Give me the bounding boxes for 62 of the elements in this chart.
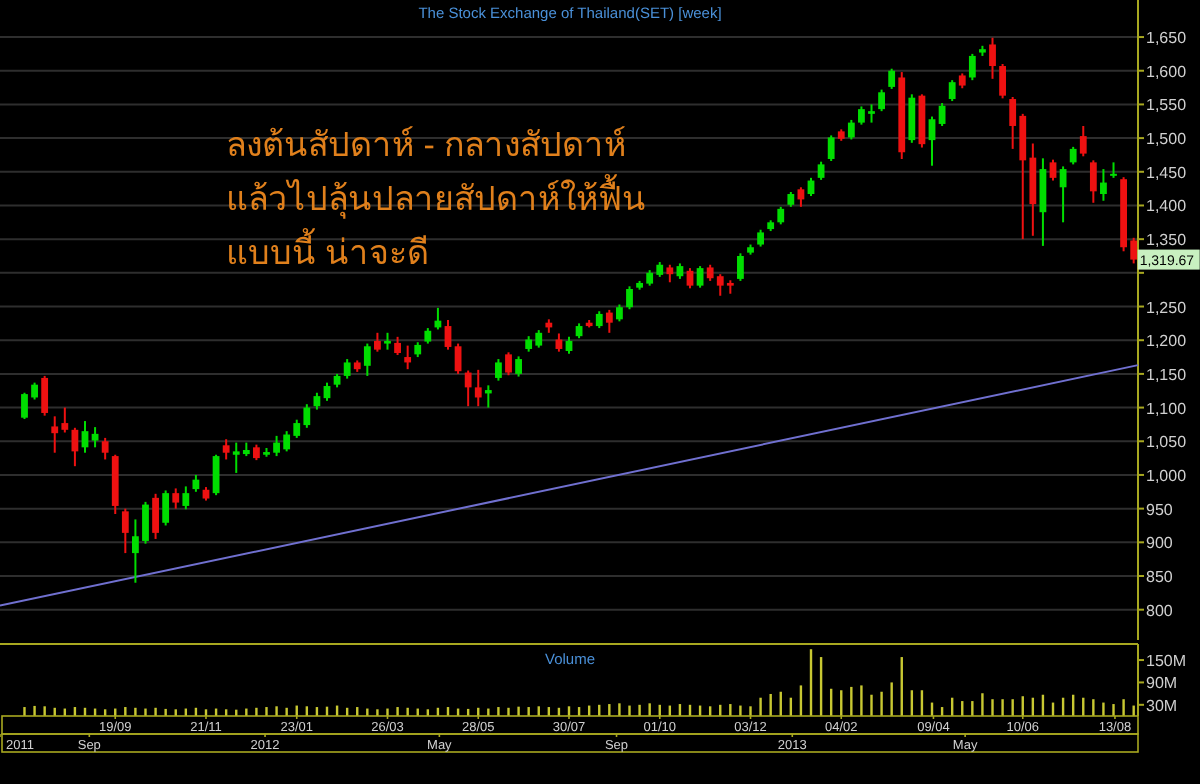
candlestick	[968, 52, 976, 82]
y-tick-label: 1,500	[1146, 130, 1188, 149]
y-tick-label: 30M	[1146, 696, 1178, 715]
candlestick	[91, 426, 99, 449]
candlestick	[948, 79, 956, 103]
y-tick-label: 1,400	[1146, 197, 1188, 216]
candlestick	[505, 351, 512, 377]
candlestick	[222, 438, 230, 461]
candlestick	[737, 252, 744, 282]
candlestick	[404, 344, 412, 371]
candlestick	[1049, 158, 1057, 182]
annotation: แบบนี้ น่าจะดี	[226, 228, 430, 272]
y-tick-label: 1,600	[1146, 62, 1188, 81]
candlestick	[878, 88, 885, 113]
y-tick-label: 1,150	[1146, 365, 1188, 384]
y-tick-label: 1,550	[1146, 96, 1188, 115]
candlestick	[696, 265, 704, 289]
candlestick	[989, 36, 996, 80]
y-tick-label: 1,100	[1146, 399, 1188, 418]
y-tick-label: 90M	[1146, 674, 1178, 693]
candlestick	[827, 134, 835, 163]
candlestick	[484, 384, 492, 409]
candlestick	[162, 489, 170, 527]
candlestick	[1100, 168, 1107, 202]
y-tick-label: 900	[1146, 534, 1174, 553]
candlestick	[394, 335, 401, 357]
candlestick	[182, 485, 190, 511]
candlestick	[172, 487, 180, 510]
candlestick	[1110, 161, 1117, 179]
candlestick	[1079, 124, 1087, 158]
y-tick-label: 1,350	[1146, 231, 1188, 250]
y-tick-label: 1,450	[1146, 163, 1188, 182]
candlestick	[515, 355, 522, 378]
candlestick	[464, 369, 472, 408]
candlestick	[888, 67, 896, 90]
candlestick	[152, 492, 159, 540]
y-tick-label: 850	[1146, 568, 1174, 586]
y-tick-label: 1,050	[1146, 433, 1188, 452]
y-tick-label: 800	[1146, 601, 1174, 620]
annotation: ลงต้นสัปดาห์ - กลางสัปดาห์	[226, 126, 627, 164]
candlestick	[1089, 159, 1097, 204]
y-tick-label: 1,250	[1146, 298, 1188, 317]
y-tick-label: 1,650	[1146, 29, 1188, 48]
candlestick	[605, 308, 613, 334]
candlestick	[626, 285, 633, 311]
candlestick	[847, 118, 855, 141]
candlestick	[121, 507, 129, 555]
y-tick-label: 1,200	[1146, 332, 1188, 351]
y-tick-label: 1,000	[1146, 466, 1188, 485]
annotation: แล้วไปลุ้นปลายสัปดาห์ให้ฟื้น	[226, 174, 646, 220]
candlestick	[495, 358, 502, 382]
candlestick	[41, 374, 49, 417]
candlestick	[101, 436, 109, 461]
candlestick	[999, 63, 1006, 100]
y-tick-label: 950	[1146, 500, 1174, 519]
candlestick	[363, 342, 371, 377]
candlestick	[374, 331, 381, 353]
candlestick	[817, 160, 825, 181]
candlestick	[343, 358, 351, 380]
candlestick	[474, 368, 482, 408]
candlestick	[908, 93, 916, 144]
y-tick-label: 150M	[1146, 652, 1187, 671]
